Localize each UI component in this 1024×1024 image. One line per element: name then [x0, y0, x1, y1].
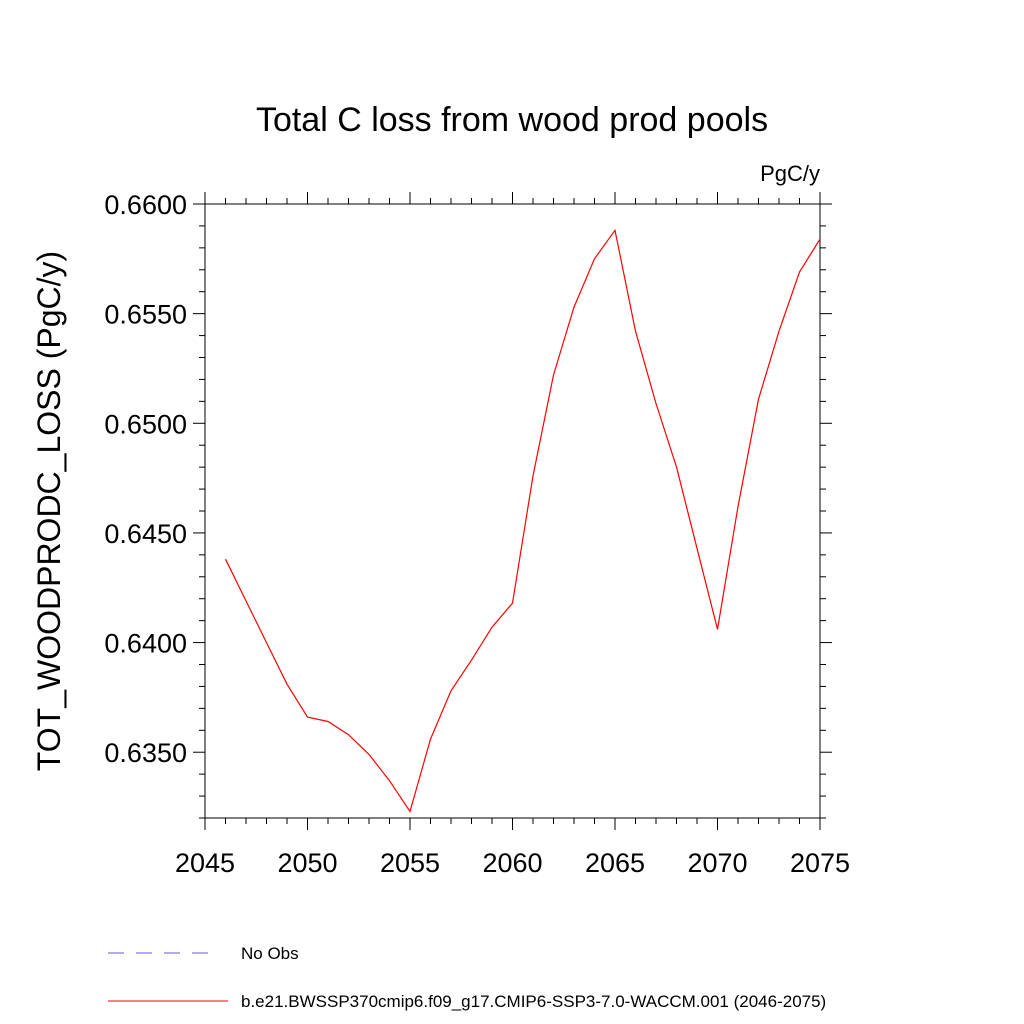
series-line: [224, 228, 821, 813]
legend: No Obs b.e21.BWSSP370cmip6.f09_g17.CMIP6…: [108, 944, 826, 1011]
units-label: PgC/y: [760, 161, 820, 186]
plot-frame: [204, 203, 821, 819]
chart-title: Total C loss from wood prod pools: [256, 101, 768, 139]
y-tick-label: 0.6600: [104, 190, 187, 220]
x-tick-label: 2065: [585, 848, 645, 878]
x-tick-label: 2060: [482, 848, 542, 878]
axis-tick-labels: 2045 2050 2055 2060 2065 2070 2075 0.6350 0.6400…: [104, 190, 850, 878]
y-tick-label: 0.6400: [104, 629, 187, 659]
x-tick-label: 2045: [175, 848, 235, 878]
y-tick-label: 0.6450: [104, 519, 187, 549]
x-tick-label: 2075: [790, 848, 850, 878]
y-tick-label: 0.6550: [104, 300, 187, 330]
x-tick-label: 2070: [687, 848, 747, 878]
legend-label-no-obs: No Obs: [241, 944, 299, 963]
x-tick-label: 2055: [380, 848, 440, 878]
legend-label-model-run: b.e21.BWSSP370cmip6.f09_g17.CMIP6-SSP3-7…: [241, 992, 826, 1011]
data-series: [224, 228, 821, 813]
y-axis-label: TOT_WOODPRODC_LOSS (PgC/y): [31, 251, 67, 771]
y-tick-label: 0.6350: [104, 738, 187, 768]
y-tick-label: 0.6500: [104, 409, 187, 439]
axis-ticks: [193, 192, 832, 830]
x-tick-label: 2050: [277, 848, 337, 878]
